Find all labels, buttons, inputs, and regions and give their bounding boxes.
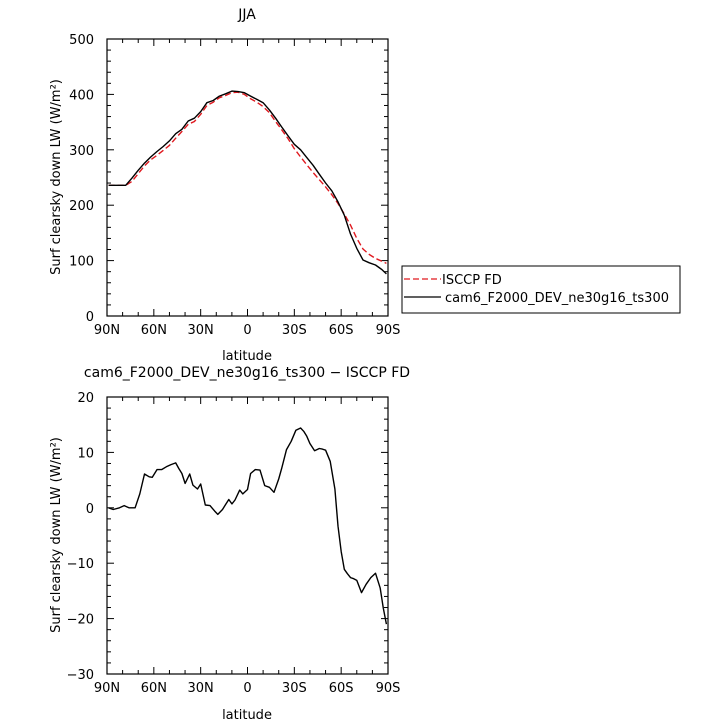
top-y-tick-label: 200 bbox=[69, 199, 94, 214]
bottom-plot-frame bbox=[106, 396, 389, 675]
bottom-x-tick-label: 30N bbox=[188, 681, 214, 696]
bottom-y-tick-label: 10 bbox=[77, 446, 94, 461]
bottom-x-tick-label: 90S bbox=[376, 681, 401, 696]
top-x-tick-label: 30S bbox=[282, 323, 307, 338]
bottom-series-group bbox=[108, 427, 388, 625]
bottom-y-tick-label: 0 bbox=[86, 502, 94, 517]
top-chart-title: JJA bbox=[237, 7, 256, 23]
top-x-tick-label: 90S bbox=[376, 323, 401, 338]
bottom-x-tick-label: 30S bbox=[282, 681, 307, 696]
bottom-y-tick-label: −30 bbox=[67, 668, 94, 683]
top-x-tick-label: 90N bbox=[94, 323, 120, 338]
bottom-x-axis-label: latitude bbox=[222, 708, 272, 723]
bottom-y-tick-label: −20 bbox=[67, 613, 94, 628]
top-x-tick-label: 60N bbox=[141, 323, 167, 338]
top-y-axis-label: Surf clearsky down LW (W/m²) bbox=[49, 79, 64, 275]
top-x-tick-label: 30N bbox=[188, 323, 214, 338]
top-y-tick-label: 300 bbox=[69, 144, 94, 159]
bottom-panel: cam6_F2000_DEV_ne30g16_ts300 − ISCCP FD … bbox=[49, 365, 410, 723]
top-x-axis-label: latitude bbox=[222, 349, 272, 364]
legend: ISCCP FD cam6_F2000_DEV_ne30g16_ts300 bbox=[401, 265, 681, 314]
legend-box bbox=[401, 265, 681, 314]
legend-label-model: cam6_F2000_DEV_ne30g16_ts300 bbox=[445, 291, 669, 306]
top-y-tick-label: 400 bbox=[69, 88, 94, 103]
top-y-tick-label: 500 bbox=[69, 33, 94, 48]
top-axes: 90N 60N 30N 0 30S 60S 90S 0 100 200 300 400 500 bbox=[69, 33, 400, 338]
top-series-group bbox=[108, 90, 387, 275]
top-x-tick-label: 0 bbox=[243, 323, 251, 338]
bottom-axes: 90N 60N 30N 0 30S 60S 90S −30 −20 −10 0 10 20 bbox=[67, 391, 401, 696]
bottom-y-tick-label: 20 bbox=[77, 391, 94, 406]
bottom-x-tick-label: 90N bbox=[94, 681, 120, 696]
top-panel: JJA Surf clearsky down LW (W/m²) latitud… bbox=[49, 7, 400, 364]
top-series-line-isccp-fd bbox=[108, 91, 387, 265]
bottom-x-tick-label: 60S bbox=[329, 681, 354, 696]
bottom-x-tick-label: 60N bbox=[141, 681, 167, 696]
top-y-tick-label: 100 bbox=[69, 255, 94, 270]
bottom-series-line-difference bbox=[108, 427, 388, 625]
bottom-y-axis-label: Surf clearsky down LW (W/m²) bbox=[49, 437, 64, 633]
top-series-line-cam6-f2000-dev-ne30g16-ts300 bbox=[108, 90, 387, 275]
top-x-tick-label: 60S bbox=[329, 323, 354, 338]
legend-label-isccp: ISCCP FD bbox=[442, 273, 502, 288]
bottom-x-tick-label: 0 bbox=[243, 681, 251, 696]
bottom-y-tick-label: −10 bbox=[67, 557, 94, 572]
bottom-chart-title: cam6_F2000_DEV_ne30g16_ts300 − ISCCP FD bbox=[84, 365, 410, 381]
top-plot-frame bbox=[106, 38, 389, 317]
top-y-tick-label: 0 bbox=[86, 310, 94, 325]
